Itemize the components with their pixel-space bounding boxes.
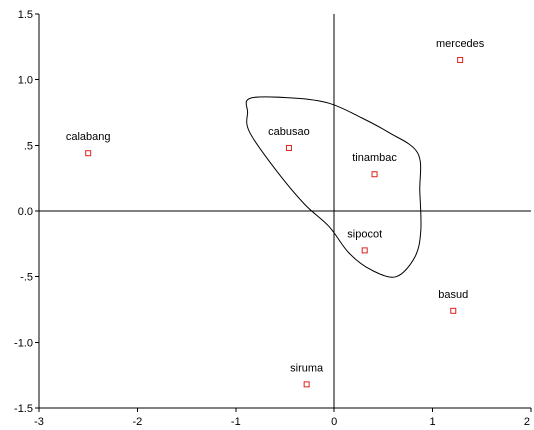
cluster-outline (245, 96, 422, 278)
point-label: basud (438, 289, 468, 301)
point-marker (303, 381, 310, 388)
point-label: tinambac (352, 152, 397, 164)
y-tick-label: 0.0 (18, 206, 33, 218)
x-tick-label: -3 (34, 416, 44, 428)
x-tick-label: 2 (524, 416, 530, 428)
y-tick-label: -.5 (20, 272, 33, 284)
point-label: siruma (290, 362, 324, 374)
point-marker (285, 144, 292, 151)
y-tick-label: 1.0 (18, 75, 33, 87)
point-label: mercedes (436, 38, 485, 50)
point-marker (450, 307, 457, 314)
point-marker (371, 171, 378, 178)
x-tick-label: -2 (133, 416, 143, 428)
y-tick-label: -1.0 (14, 337, 33, 349)
y-tick-label: 1.5 (18, 9, 33, 21)
point-label: sipocot (347, 228, 382, 240)
point-marker (85, 150, 92, 157)
point-marker (361, 247, 368, 254)
y-tick-label: .5 (24, 140, 33, 152)
point-label: cabusao (268, 126, 310, 138)
point-marker (457, 56, 464, 63)
point-label: calabang (66, 131, 111, 143)
x-tick-label: -1 (231, 416, 241, 428)
x-tick-label: 0 (331, 416, 337, 428)
x-tick-label: 1 (430, 416, 436, 428)
y-tick-label: -1.5 (14, 403, 33, 415)
